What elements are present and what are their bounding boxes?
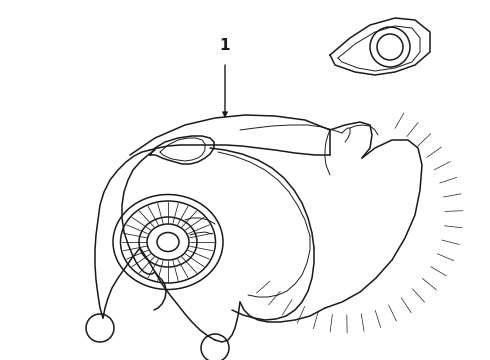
Text: 1: 1 — [220, 37, 230, 53]
